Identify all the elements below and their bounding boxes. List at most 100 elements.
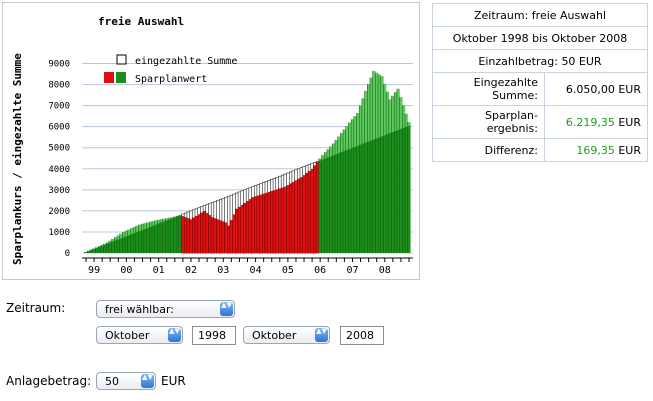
- value-bar-green: [399, 128, 403, 253]
- summary-period: Zeitraum: freie Auswahl: [432, 3, 648, 27]
- value-bar-surplus: [321, 155, 325, 160]
- value-bar-green: [404, 126, 408, 253]
- value-bar-red: [294, 180, 298, 253]
- x-tick-label: 05: [282, 265, 294, 276]
- y-axis-label: Sparplankurs / eingezahlte Summe: [11, 53, 24, 265]
- value-bar-surplus: [154, 220, 158, 225]
- value-bar-green: [178, 215, 182, 253]
- y-tick-label: 1000: [48, 228, 70, 238]
- chart-panel: 0 1000 2000 3000 4000 5000 6000 7000 8000 9000 99 0…: [2, 2, 420, 280]
- from-year-input[interactable]: 1998: [192, 326, 236, 345]
- value-bar-surplus: [135, 225, 139, 232]
- value-bar-green: [375, 138, 379, 253]
- value-bar-surplus: [375, 72, 379, 139]
- value-bar-red: [243, 203, 247, 253]
- value-bar-red: [251, 197, 255, 253]
- value-bar-green: [151, 225, 155, 253]
- value-bar-red: [291, 181, 295, 253]
- value-bar-green: [340, 151, 344, 253]
- value-bar-surplus: [100, 244, 104, 246]
- value-bar-surplus: [386, 91, 390, 135]
- value-bar-green: [162, 221, 166, 253]
- value-bar-red: [313, 165, 317, 253]
- value-bar-green: [380, 136, 384, 253]
- value-bar-red: [189, 219, 193, 253]
- value-bar-green: [114, 240, 118, 253]
- x-tick-label: 99: [88, 265, 100, 276]
- value-bar-surplus: [122, 231, 126, 238]
- chart-title: freie Auswahl: [98, 15, 184, 28]
- value-bar-red: [197, 214, 201, 253]
- from-month-select[interactable]: Oktober ▲▼: [96, 326, 183, 344]
- value-bar-green: [407, 125, 411, 253]
- value-bar-red: [305, 173, 309, 253]
- y-tick-label: 6000: [48, 123, 70, 133]
- value-bar-surplus: [114, 237, 118, 241]
- value-bar-red: [213, 218, 217, 253]
- value-bar-green: [143, 228, 147, 253]
- value-bar-surplus: [407, 122, 411, 126]
- value-bar-surplus: [106, 242, 110, 244]
- value-bar-surplus: [165, 218, 169, 221]
- value-bar-surplus: [111, 238, 115, 242]
- y-tick-label: 9000: [48, 60, 70, 70]
- value-bar-surplus: [399, 97, 403, 129]
- value-bar-red: [259, 194, 263, 253]
- value-bar-green: [176, 216, 180, 253]
- value-bar-green: [372, 139, 376, 253]
- value-bar-red: [297, 178, 301, 253]
- value-bar-surplus: [378, 74, 381, 138]
- plan-result-value: 6.219,35 EUR: [544, 105, 648, 139]
- value-bar-green: [130, 234, 134, 253]
- value-bar-red: [186, 218, 190, 253]
- value-bar-surplus: [380, 76, 384, 137]
- value-bar-green: [383, 135, 387, 253]
- value-bar-green: [396, 129, 400, 253]
- x-tick-label: 03: [217, 265, 229, 276]
- value-bar-surplus: [348, 122, 352, 149]
- value-bar-surplus: [364, 90, 368, 143]
- value-bar-surplus: [125, 230, 128, 237]
- period-select[interactable]: frei wählbar: ▲▼: [96, 300, 235, 318]
- value-bar-red: [308, 170, 311, 253]
- value-bar-green: [98, 246, 102, 253]
- value-bar-surplus: [353, 116, 357, 147]
- deposited-sum-label: Eingezahlte Summe:: [432, 72, 545, 106]
- value-bar-green: [103, 244, 107, 253]
- value-bar-green: [348, 148, 352, 253]
- amount-select-value: 50: [105, 375, 119, 388]
- value-bar-red: [270, 191, 274, 253]
- value-bar-red: [203, 210, 206, 253]
- value-bar-surplus: [396, 88, 400, 130]
- value-bar-red: [299, 177, 303, 253]
- value-bar-green: [116, 239, 120, 253]
- value-bar-red: [184, 217, 188, 253]
- value-bar-surplus: [170, 217, 174, 219]
- value-bar-green: [324, 158, 328, 253]
- to-month-select[interactable]: Oktober ▲▼: [243, 326, 330, 344]
- amount-select[interactable]: 50 ▲▼: [96, 372, 156, 390]
- value-bar-green: [95, 247, 99, 253]
- plan-result-label: Sparplan-ergebnis:: [432, 105, 545, 139]
- value-bar-green: [173, 217, 177, 253]
- value-bar-green: [108, 242, 112, 253]
- to-year-input[interactable]: 2008: [340, 326, 384, 345]
- value-bar-red: [256, 195, 260, 253]
- value-bar-red: [224, 222, 228, 253]
- y-tick-label: 5000: [48, 144, 70, 154]
- value-bar-surplus: [326, 149, 330, 158]
- value-bar-surplus: [98, 246, 102, 247]
- difference-label: Differenz:: [432, 138, 545, 162]
- value-bar-surplus: [388, 99, 392, 133]
- value-bar-green: [160, 222, 163, 253]
- value-bar-surplus: [332, 143, 336, 156]
- value-bar-green: [165, 220, 169, 253]
- value-bar-green: [111, 241, 115, 253]
- x-tick-label: 06: [314, 265, 326, 276]
- amount-label: Anlagebetrag:: [6, 374, 92, 388]
- value-bar-red: [262, 193, 266, 253]
- plan-result-unit: EUR: [614, 115, 641, 129]
- to-month-value: Oktober: [252, 329, 297, 342]
- value-bar-green: [146, 227, 150, 253]
- x-tick-label: 02: [185, 265, 197, 276]
